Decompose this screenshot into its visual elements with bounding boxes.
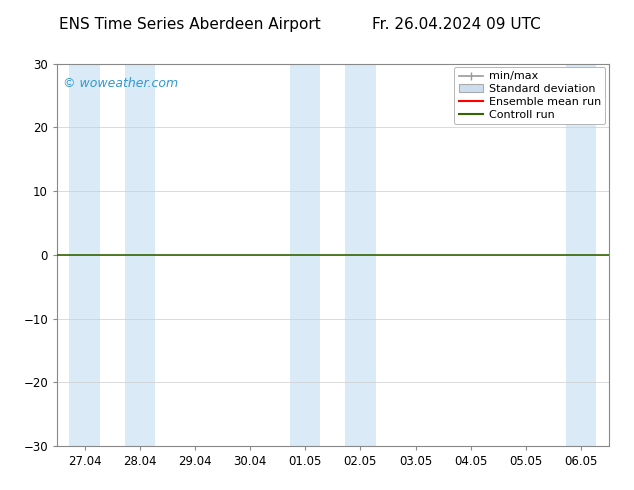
Text: © woweather.com: © woweather.com [63, 77, 178, 90]
Bar [290, 64, 320, 446]
Text: ENS Time Series Aberdeen Airport: ENS Time Series Aberdeen Airport [60, 17, 321, 32]
Text: Fr. 26.04.2024 09 UTC: Fr. 26.04.2024 09 UTC [372, 17, 541, 32]
Bar [125, 64, 155, 446]
Bar [566, 64, 596, 446]
Legend: min/max, Standard deviation, Ensemble mean run, Controll run: min/max, Standard deviation, Ensemble me… [454, 67, 605, 124]
Bar [70, 64, 100, 446]
Bar [346, 64, 375, 446]
